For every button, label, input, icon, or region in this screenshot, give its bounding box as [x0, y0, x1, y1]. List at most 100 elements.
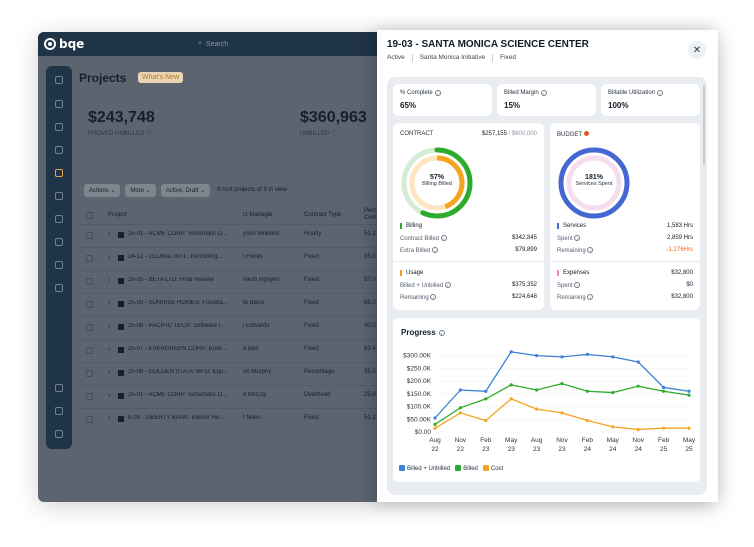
info-icon[interactable]: i: [434, 90, 441, 96]
info-icon[interactable]: i: [432, 247, 439, 253]
data-point[interactable]: [509, 397, 513, 401]
data-point[interactable]: [636, 384, 640, 388]
chevron-right-icon[interactable]: ›: [108, 300, 111, 307]
chevron-right-icon[interactable]: ›: [108, 254, 111, 261]
tools-icon[interactable]: [55, 407, 63, 415]
data-point[interactable]: [484, 389, 488, 393]
actions-button[interactable]: Actions ⌄: [84, 184, 121, 197]
row-checkbox[interactable]: [86, 232, 93, 239]
data-point[interactable]: [611, 390, 615, 395]
data-point[interactable]: [509, 350, 513, 354]
project-name[interactable]: 8-09 - LIBERTY BANK: Interior Re...: [128, 415, 225, 421]
chevron-right-icon[interactable]: ›: [108, 415, 111, 422]
data-point[interactable]: [458, 406, 462, 410]
chevron-right-icon[interactable]: ›: [108, 323, 111, 330]
data-point[interactable]: [433, 416, 437, 420]
status-filter[interactable]: Active, Draft ⌄: [160, 184, 211, 197]
row-checkbox[interactable]: [86, 347, 93, 354]
data-point[interactable]: [535, 354, 539, 358]
data-point[interactable]: [662, 426, 666, 430]
data-point[interactable]: [535, 407, 539, 411]
data-point[interactable]: [560, 382, 564, 386]
bqe-logo[interactable]: bqe: [44, 37, 84, 51]
row-checkbox[interactable]: [86, 393, 93, 400]
table-row[interactable]: › 25-05 - SUNRISE HOMES: Founda... te Blac…: [78, 293, 478, 315]
data-point[interactable]: [509, 383, 513, 387]
table-row[interactable]: › 24-12 - GLOBAL INTL: Permitting... l Flo…: [78, 247, 478, 269]
info-icon[interactable]: i: [574, 282, 581, 288]
data-point[interactable]: [560, 411, 564, 415]
column-project[interactable]: Project: [108, 212, 127, 218]
data-point[interactable]: [585, 389, 589, 393]
table-row[interactable]: › 8-09 - LIBERTY BANK: Interior Re... t Mi…: [78, 408, 478, 430]
documents-icon[interactable]: [55, 192, 63, 200]
row-checkbox[interactable]: [86, 370, 93, 377]
star-icon[interactable]: [55, 76, 63, 84]
legend-item[interactable]: Cost: [482, 465, 503, 472]
project-name[interactable]: 25-08 - PACIFIC TECH: Software I...: [128, 323, 226, 329]
data-point[interactable]: [433, 422, 437, 426]
project-name[interactable]: 25-07 - EVERGREEN CORP: Envir...: [128, 346, 228, 352]
scrollbar[interactable]: [703, 85, 705, 165]
data-point[interactable]: [636, 427, 640, 432]
column-manager[interactable]: ct Manager: [243, 212, 274, 218]
column-contract-type[interactable]: Contract Type: [304, 212, 342, 218]
network-icon[interactable]: [55, 284, 63, 292]
chevron-right-icon[interactable]: ›: [108, 277, 111, 284]
data-point[interactable]: [611, 355, 615, 359]
reports-icon[interactable]: [55, 123, 63, 131]
help-icon[interactable]: [55, 384, 63, 392]
row-checkbox[interactable]: [86, 416, 93, 423]
column-percent[interactable]: Perce Comp: [364, 208, 381, 221]
legend-item[interactable]: Billed + Unbilled: [399, 465, 450, 472]
chevron-right-icon[interactable]: ›: [108, 231, 111, 238]
info-icon[interactable]: i: [657, 90, 664, 96]
table-row[interactable]: › 25-08 - PACIFIC TECH: Software I... i Ed…: [78, 316, 478, 338]
data-point[interactable]: [636, 360, 640, 364]
data-point[interactable]: [662, 389, 666, 393]
row-checkbox[interactable]: [86, 324, 93, 331]
select-all-checkbox[interactable]: [86, 212, 93, 219]
info-icon[interactable]: i: [430, 294, 437, 300]
chevron-right-icon[interactable]: ›: [108, 346, 111, 353]
data-point[interactable]: [662, 385, 666, 390]
dashboard-icon[interactable]: [55, 100, 63, 108]
info-icon[interactable]: i: [587, 247, 594, 253]
data-point[interactable]: [687, 426, 691, 430]
data-point[interactable]: [433, 426, 437, 430]
info-icon[interactable]: i: [440, 235, 447, 241]
projects-icon[interactable]: [55, 169, 63, 177]
data-point[interactable]: [560, 355, 564, 359]
project-name[interactable]: 25-05 - SUNRISE HOMES: Founda...: [128, 300, 228, 306]
data-point[interactable]: [585, 418, 589, 423]
row-checkbox[interactable]: [86, 278, 93, 285]
info-icon[interactable]: i: [540, 90, 547, 96]
table-row[interactable]: › 28-05 - BETA LTD: Final Review inesh Ngu…: [78, 270, 478, 292]
data-point[interactable]: [687, 393, 691, 397]
project-name[interactable]: 25-01 - ACME CORP: Schematic D...: [128, 392, 228, 398]
table-row[interactable]: › 25-01 - ACME CORP: Schematic D... e McCo…: [78, 385, 478, 407]
chevron-right-icon[interactable]: ›: [108, 392, 111, 399]
chevron-right-icon[interactable]: ›: [108, 369, 111, 376]
invoice-icon[interactable]: [55, 238, 63, 246]
people-icon[interactable]: [55, 261, 63, 269]
project-name[interactable]: 28-05 - BETA LTD: Final Review: [128, 277, 214, 283]
table-row[interactable]: › 25-01 - ACME CORP: Schematic D... yson W…: [78, 224, 478, 246]
whats-new-button[interactable]: What's New: [138, 72, 184, 83]
row-checkbox[interactable]: [86, 301, 93, 308]
data-point[interactable]: [535, 388, 539, 392]
billing-icon[interactable]: [55, 215, 63, 223]
search-input[interactable]: ⌕ Search: [198, 37, 398, 51]
info-icon[interactable]: i: [438, 329, 445, 336]
more-button[interactable]: More ⌄: [125, 184, 156, 197]
info-icon[interactable]: i: [444, 282, 451, 288]
data-point[interactable]: [458, 388, 462, 392]
data-point[interactable]: [458, 411, 462, 415]
time-icon[interactable]: [55, 146, 63, 154]
close-button[interactable]: ✕: [688, 41, 706, 59]
settings-icon[interactable]: [55, 430, 63, 438]
data-point[interactable]: [585, 352, 589, 356]
info-icon[interactable]: i: [574, 235, 581, 241]
info-icon[interactable]: i: [587, 294, 594, 300]
project-name[interactable]: 24-12 - GLOBAL INTL: Permitting...: [128, 254, 223, 260]
